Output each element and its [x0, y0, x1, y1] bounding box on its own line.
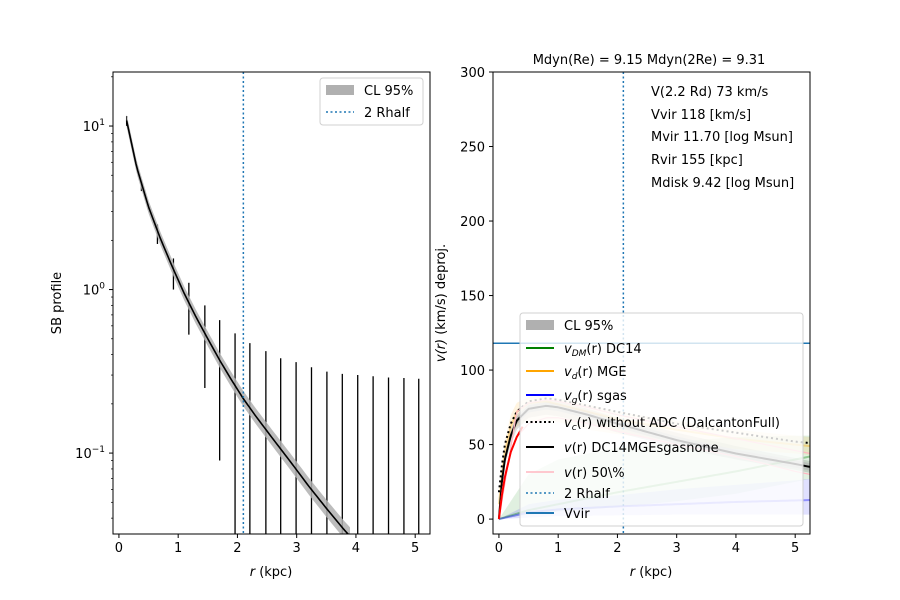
- rc-legend-vtot-rest: (r) DC14MGEsgasnone: [572, 441, 719, 456]
- rc-legend-vtot-sym: v: [564, 441, 572, 456]
- sb-x-tick-label-3: 3: [293, 541, 301, 556]
- sb-axes-frame: [112, 71, 431, 535]
- rc-legend-vg-sym: v: [564, 389, 572, 404]
- sb-y-tick-base: 10: [83, 120, 100, 135]
- rc-legend-vc-sym: v: [564, 416, 572, 431]
- rc-y-axis-label: v(r) (km/s) deproj.: [434, 244, 449, 362]
- rc-annotation-mdisk: Mdisk 9.42 [log Msun]: [651, 176, 794, 191]
- rc-legend-v50-label: v(r) 50\%: [564, 466, 625, 481]
- rc-title: Mdyn(Re) = 9.15 Mdyn(2Re) = 9.31: [533, 53, 766, 68]
- sb-x-ticks: 0 1 2 3 4 5: [115, 534, 419, 556]
- rc-x-axis-label: r (kpc): [630, 565, 673, 580]
- rc-x-tick-label-5: 5: [791, 541, 799, 556]
- rc-legend-v50-rest: (r) 50\%: [572, 466, 625, 481]
- rc-legend-vc-sub: c: [572, 423, 577, 433]
- sb-x-label-symbol: r: [250, 565, 257, 580]
- rc-y-tick-label-50: 50: [468, 439, 485, 454]
- rc-legend-vd-sub: d: [572, 372, 578, 382]
- rc-legend-vdm-sub: DM: [572, 349, 587, 359]
- sb-x-tick-label-4: 4: [352, 541, 360, 556]
- rc-legend-vdm-sym: v: [564, 342, 572, 357]
- rc-annotations: V(2.2 Rd) 73 km/s Vvir 118 [km/s] Mvir 1…: [651, 85, 794, 191]
- rc-y-tick-label-150: 150: [460, 290, 485, 305]
- rc-y-label-unit: (km/s) deproj.: [434, 244, 449, 339]
- sb-x-axis-label: r (kpc): [250, 565, 293, 580]
- rc-legend-vvir-label: Vvir: [564, 507, 590, 522]
- rc-legend-vdm-rest: (r) DC14: [586, 342, 641, 357]
- rc-x-ticks: 0 1 2 3 4 5: [495, 534, 799, 556]
- sb-y-tick-label-2: 10−1: [75, 445, 105, 462]
- rc-x-tick-label-4: 4: [732, 541, 740, 556]
- rc-y-tick-label-200: 200: [460, 215, 485, 230]
- sb-y-tick-base: 10: [83, 284, 100, 299]
- rc-annotation-rvir: Rvir 155 [kpc]: [651, 153, 743, 168]
- rc-annotation-vvir: Vvir 118 [km/s]: [651, 108, 751, 123]
- sb-legend-rhalf-label: 2 Rhalf: [364, 106, 410, 121]
- rc-legend-rhalf-label: 2 Rhalf: [564, 487, 610, 502]
- rc-legend: CL 95% vDM(r) DC14 vd(r) MGE vg(r) sgas …: [519, 312, 804, 527]
- rc-axes-frame: [492, 71, 811, 535]
- rc-legend-vc-rest: (r) without ADC (DalcantonFull): [577, 416, 780, 431]
- rc-legend-vd-rest: (r) MGE: [577, 365, 626, 380]
- sb-y-tick-base: 10: [75, 447, 92, 462]
- sb-x-tick-label-1: 1: [174, 541, 182, 556]
- rc-x-tick-label-3: 3: [673, 541, 681, 556]
- rc-legend-vd-label: vd(r) MGE: [564, 365, 627, 382]
- rc-legend-vc-label: vc(r) without ADC (DalcantonFull): [564, 416, 780, 433]
- sb-y-tick-label-0: 101: [83, 118, 105, 135]
- rc-legend-vdm-label: vDM(r) DC14: [564, 342, 642, 359]
- rc-y-ticks: 0 50 100 150 200 250 300: [460, 66, 493, 528]
- rc-legend-cl95-label: CL 95%: [564, 319, 613, 334]
- sb-y-tick-exponent: 0: [99, 282, 105, 292]
- rc-x-label-unit: (kpc): [635, 565, 672, 580]
- rc-y-tick-label-250: 250: [460, 141, 485, 156]
- sb-cl95-band: [126, 114, 351, 534]
- sb-x-tick-label-0: 0: [115, 541, 123, 556]
- rc-series-v-r-red-inner: [497, 426, 524, 520]
- sb-legend: CL 95% 2 Rhalf: [319, 77, 424, 126]
- rc-y-tick-label-100: 100: [460, 364, 485, 379]
- rc-x-tick-label-1: 1: [554, 541, 562, 556]
- sb-model-curve: [125, 120, 350, 534]
- sb-y-tick-exponent: 1: [99, 118, 105, 128]
- rc-y-tick-label-300: 300: [460, 66, 485, 81]
- rc-y-tick-label-0: 0: [477, 513, 485, 528]
- rc-x-tick-label-2: 2: [613, 541, 621, 556]
- rc-x-label-symbol: r: [630, 565, 637, 580]
- rc-annotation-mvir: Mvir 11.70 [log Msun]: [651, 130, 793, 145]
- rc-legend-vtot-label: v(r) DC14MGEsgasnone: [564, 441, 719, 456]
- sb-y-axis-label: SB profile: [50, 272, 65, 334]
- rc-annotation-v22rd: V(2.2 Rd) 73 km/s: [651, 85, 769, 100]
- rc-y-label-symbol: v(r): [434, 339, 449, 362]
- rc-legend-v50-sym: v: [564, 466, 572, 481]
- sb-x-label-unit: (kpc): [255, 565, 292, 580]
- sb-y-tick-label-1: 100: [83, 282, 106, 299]
- sb-legend-cl95-label: CL 95%: [364, 84, 413, 99]
- rc-x-tick-label-0: 0: [495, 541, 503, 556]
- sb-x-tick-label-5: 5: [411, 541, 419, 556]
- sb-plot-area: [125, 72, 420, 534]
- sb-legend-cl95-swatch: [326, 85, 354, 95]
- rc-legend-vg-label: vg(r) sgas: [564, 389, 627, 406]
- rc-legend-box: [519, 312, 804, 527]
- sb-x-tick-label-2: 2: [233, 541, 241, 556]
- rc-legend-cl95-swatch: [526, 320, 554, 330]
- rc-legend-vd-sym: v: [564, 365, 572, 380]
- rc-legend-vg-sub: g: [572, 396, 578, 406]
- sb-y-tick-exponent: −1: [92, 445, 105, 455]
- rc-legend-vg-rest: (r) sgas: [577, 389, 627, 404]
